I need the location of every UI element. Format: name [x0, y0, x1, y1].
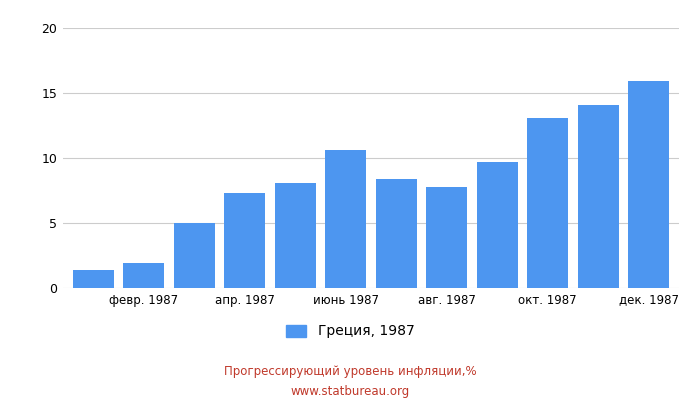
- Bar: [73, 270, 114, 288]
- Bar: [628, 81, 669, 288]
- Bar: [578, 105, 619, 288]
- Bar: [123, 263, 164, 288]
- Bar: [426, 186, 468, 288]
- Bar: [325, 150, 367, 288]
- Bar: [274, 183, 316, 288]
- Bar: [174, 223, 215, 288]
- Bar: [224, 193, 265, 288]
- Bar: [527, 118, 568, 288]
- Text: Прогрессирующий уровень инфляции,%: Прогрессирующий уровень инфляции,%: [224, 366, 476, 378]
- Legend: Греция, 1987: Греция, 1987: [280, 319, 420, 344]
- Bar: [375, 179, 417, 288]
- Bar: [477, 162, 518, 288]
- Text: www.statbureau.org: www.statbureau.org: [290, 386, 410, 398]
